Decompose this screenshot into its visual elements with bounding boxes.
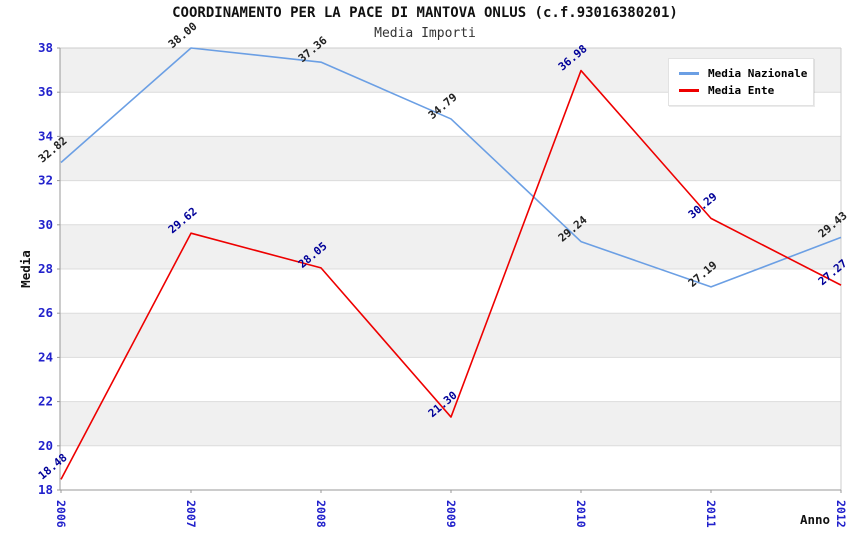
y-tick-label: 38 — [38, 40, 53, 55]
y-axis-title: Media — [18, 250, 33, 288]
legend-item-media-ente: Media Ente — [679, 82, 813, 99]
legend-item-media-nazionale: Media Nazionale — [679, 65, 813, 82]
x-tick-label: 2007 — [184, 500, 198, 528]
x-tick-label: 2010 — [574, 500, 588, 528]
legend-label-media-nazionale: Media Nazionale — [708, 67, 808, 80]
x-tick-label: 2009 — [444, 500, 458, 528]
y-tick-label: 18 — [38, 482, 53, 497]
x-tick-label: 2006 — [54, 500, 68, 528]
plot-band — [60, 224, 841, 269]
x-tick-label: 2012 — [834, 500, 848, 528]
plot-band — [60, 313, 841, 358]
y-tick-label: 28 — [38, 261, 53, 276]
y-tick-label: 26 — [38, 305, 53, 320]
value-label: 34.79 — [426, 91, 460, 122]
y-tick-label: 20 — [38, 438, 53, 453]
chart-subtitle: Media Importi — [374, 26, 476, 41]
y-tick-label: 32 — [38, 173, 53, 188]
value-label: 18.48 — [36, 451, 70, 482]
y-tick-label: 34 — [38, 128, 53, 143]
series-line-media-ente — [60, 69, 842, 480]
y-tick-label: 30 — [38, 217, 53, 232]
x-axis-title: Anno — [800, 512, 830, 527]
value-label: 38.00 — [166, 20, 200, 51]
legend-swatch-media-ente — [679, 89, 699, 92]
x-tick-label: 2011 — [704, 500, 718, 528]
plot-band — [60, 401, 841, 446]
x-tick-label: 2008 — [314, 500, 328, 528]
legend-swatch-media-nazionale — [679, 72, 699, 75]
plot-band — [60, 136, 841, 181]
series-line-media-nazionale — [60, 47, 842, 288]
y-tick-label: 24 — [38, 349, 53, 364]
legend-label-media-ente: Media Ente — [708, 84, 775, 97]
chart-title: COORDINAMENTO PER LA PACE DI MANTOVA ONL… — [172, 5, 678, 21]
legend: Media Nazionale Media Ente — [668, 58, 814, 106]
y-tick-label: 22 — [38, 394, 53, 409]
y-tick-label: 36 — [38, 84, 53, 99]
